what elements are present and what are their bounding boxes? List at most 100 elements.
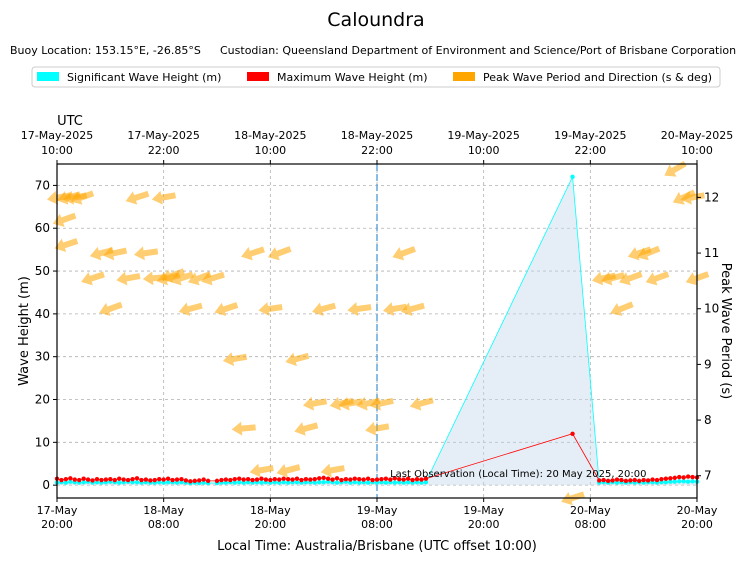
hsig-point xyxy=(663,479,669,485)
peak-period-arrow xyxy=(312,302,337,317)
hmax-point xyxy=(281,476,286,481)
peak-period-arrow-shape xyxy=(89,246,114,261)
hmax-point xyxy=(303,476,309,482)
peak-period-arrow-shape xyxy=(320,463,345,478)
hsig-point xyxy=(117,480,122,485)
utc-tick-label-time: 10:00 xyxy=(681,144,713,157)
hmax-point xyxy=(365,476,371,481)
hmax-point xyxy=(605,478,611,484)
peak-period-arrow-shape xyxy=(99,301,123,316)
utc-tick-label-date: 17-May-2025 xyxy=(127,129,199,142)
hsig-point xyxy=(423,479,429,485)
buoy-location: Buoy Location: 153.15°E, -26.85°S xyxy=(10,44,201,57)
peak-period-arrow xyxy=(134,246,159,261)
hmax-point xyxy=(223,477,229,482)
peak-period-arrow-shape xyxy=(285,352,310,367)
hmax-point xyxy=(343,476,349,482)
hmax-point xyxy=(312,476,317,482)
utc-tick-label-time: 22:00 xyxy=(148,144,180,157)
peak-period-arrow-shape xyxy=(103,246,128,261)
peak-period-arrow xyxy=(52,212,77,227)
hmax-point xyxy=(370,477,375,483)
peak-period-arrow-shape xyxy=(267,246,292,261)
hmax-point xyxy=(610,478,615,483)
hmax-point xyxy=(170,477,175,483)
y-tick-label: 60 xyxy=(35,221,50,235)
legend-swatch-hsig xyxy=(37,72,59,81)
hmax-point xyxy=(397,476,402,482)
utc-tick-label-time: 22:00 xyxy=(574,144,606,157)
peak-period-arrow-shape xyxy=(369,396,394,411)
hmax-point xyxy=(125,477,131,483)
y-axis-title: Wave Height (m) xyxy=(17,276,32,386)
hsig-point xyxy=(68,479,73,484)
peak-period-arrow xyxy=(276,463,301,478)
hmax-point xyxy=(121,477,126,482)
peak-period-arrow xyxy=(600,271,625,286)
hmax-point xyxy=(570,431,575,436)
peak-period-arrow-shape xyxy=(392,246,416,261)
peak-period-arrow xyxy=(680,190,705,205)
utc-tick-label-time: 22:00 xyxy=(361,144,393,157)
peak-period-arrow-shape xyxy=(54,238,79,252)
hmax-point xyxy=(90,478,95,483)
peak-period-arrow xyxy=(54,238,79,252)
legend: Significant Wave Height (m) Maximum Wave… xyxy=(31,66,721,88)
peak-period-arrow-shape xyxy=(241,246,265,261)
hmax-point xyxy=(241,477,246,482)
peak-period-arrow xyxy=(187,271,212,286)
hmax-point xyxy=(614,477,620,482)
hsig-point xyxy=(365,480,371,485)
peak-period-arrow-shape xyxy=(409,397,434,411)
peak-period-arrow-shape xyxy=(400,302,425,317)
hmax-point xyxy=(85,477,91,482)
peak-period-arrow-shape xyxy=(231,421,256,436)
peak-period-arrow-shape xyxy=(178,302,203,317)
hmax-point xyxy=(72,477,77,482)
x-tick-label-time: 20:00 xyxy=(254,518,286,531)
hsig-point xyxy=(334,480,340,485)
peak-period-arrow-shape xyxy=(680,190,705,205)
peak-period-arrow xyxy=(201,271,225,286)
axis-layer: 01020304050607078910111217-May20:0018-Ma… xyxy=(21,129,733,531)
peak-period-arrow xyxy=(89,246,114,261)
peak-period-arrow-shape xyxy=(600,271,625,286)
legend-frame xyxy=(31,66,721,88)
hsig-point xyxy=(405,479,411,485)
hmax-point xyxy=(63,476,69,482)
fill-layer xyxy=(57,176,697,486)
hmax-point xyxy=(383,476,389,481)
hmax-point xyxy=(321,475,326,481)
x-tick-label-date: 18-May xyxy=(250,504,291,517)
peak-period-arrow-shape xyxy=(161,268,185,283)
hmax-point xyxy=(597,478,602,483)
hmax-point xyxy=(290,477,295,482)
x-tick-label-time: 20:00 xyxy=(41,518,73,531)
peak-period-arrow xyxy=(664,160,687,177)
hmax-point xyxy=(219,477,224,483)
hmax-point xyxy=(112,477,117,483)
peak-period-arrow-shape xyxy=(81,271,105,286)
hmax-point xyxy=(250,477,255,483)
hmax-point xyxy=(130,476,135,482)
peak-period-arrow-shape xyxy=(222,352,248,367)
hsig-point xyxy=(392,480,397,485)
hmax-point xyxy=(143,477,149,482)
peak-period-arrow-shape xyxy=(645,271,670,286)
peak-period-arrow xyxy=(231,421,256,436)
peak-period-arrow-shape xyxy=(338,396,363,411)
hsig-point xyxy=(383,480,389,485)
peak-period-arrow xyxy=(369,396,394,411)
x-tick-label-date: 20-May xyxy=(570,504,611,517)
utc-tick-label-time: 10:00 xyxy=(468,144,500,157)
hsig-point xyxy=(312,480,317,485)
peak-period-arrow-shape xyxy=(116,271,141,286)
hmax-point xyxy=(405,476,411,481)
peak-period-arrow-shape xyxy=(302,396,328,411)
hsig-point xyxy=(570,174,575,180)
hsig-point xyxy=(357,480,362,485)
hmax-point xyxy=(161,477,166,482)
utc-label: UTC xyxy=(57,114,83,129)
y-tick-label: 50 xyxy=(35,264,50,278)
peak-period-arrow xyxy=(258,302,283,316)
